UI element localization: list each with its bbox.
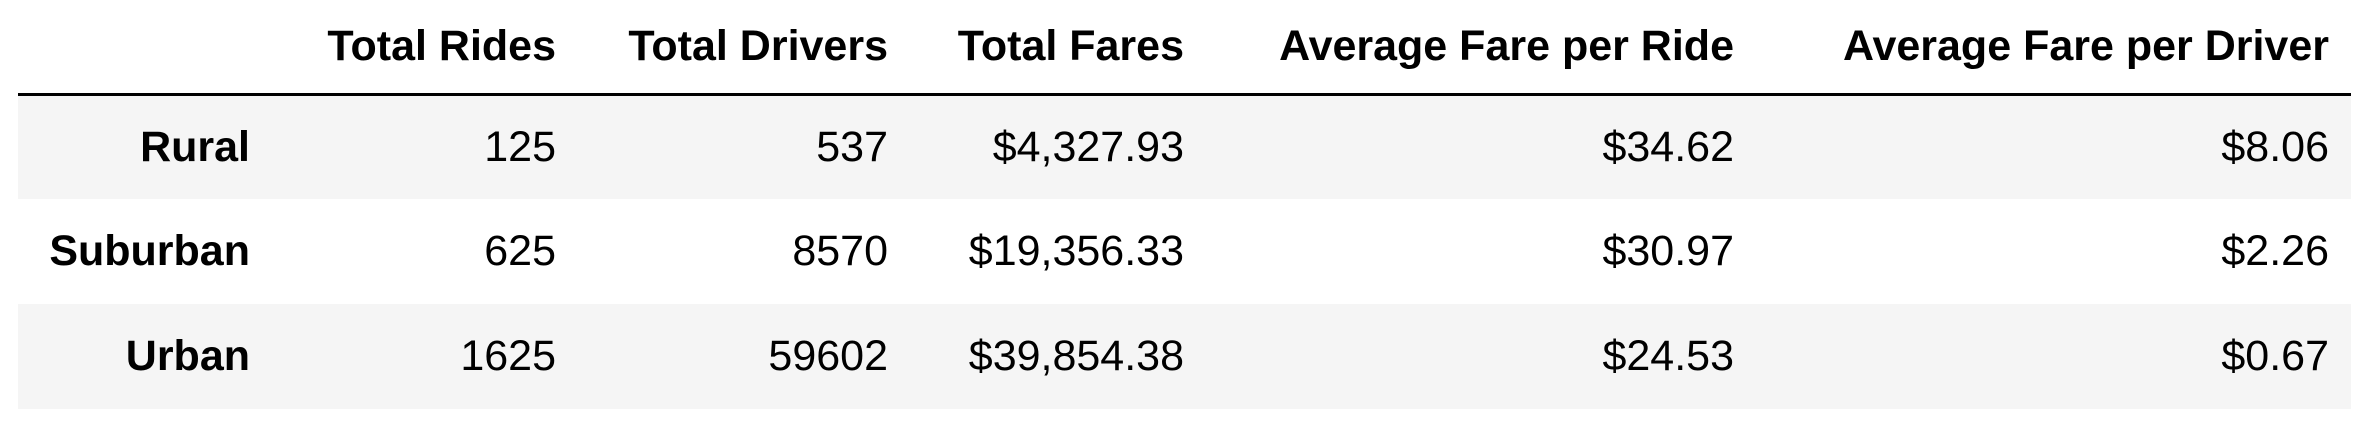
- table-row-rural: Rural 125 537 $4,327.93 $34.62 $8.06: [18, 94, 2351, 199]
- cell-suburban-average-fare-per-ride: $30.97: [1602, 227, 1734, 275]
- cell-urban-total-fares: $39,854.38: [968, 332, 1184, 380]
- index-header-blank: [18, 0, 272, 96]
- header-row: Total Rides Total Drivers Total Fares Av…: [18, 0, 2351, 96]
- cell-rural-average-fare-per-ride: $34.62: [1602, 122, 1734, 171]
- table-header: Total Rides Total Drivers Total Fares Av…: [18, 0, 2351, 96]
- cell-rural-total-rides: 125: [484, 122, 556, 171]
- table-body: Rural 125 537 $4,327.93 $34.62 $8.06 Sub…: [18, 94, 2351, 409]
- cell-urban-total-rides: 1625: [460, 332, 556, 380]
- cell-suburban-total-drivers: 8570: [792, 227, 888, 275]
- cell-suburban-total-fares: $19,356.33: [968, 227, 1184, 275]
- summary-table: Total Rides Total Drivers Total Fares Av…: [18, 0, 2351, 409]
- cell-suburban-total-rides: 625: [484, 227, 556, 275]
- column-header-total-rides: Total Rides: [272, 0, 578, 96]
- row-label-rural: Rural: [140, 122, 250, 171]
- cell-urban-average-fare-per-ride: $24.53: [1602, 332, 1734, 380]
- column-header-average-fare-per-driver: Average Fare per Driver: [1756, 0, 2351, 96]
- cell-rural-total-drivers: 537: [816, 122, 888, 171]
- table-row-urban: Urban 1625 59602 $39,854.38 $24.53 $0.67: [18, 304, 2351, 409]
- table-row-suburban: Suburban 625 8570 $19,356.33 $30.97 $2.2…: [18, 199, 2351, 304]
- row-label-urban: Urban: [125, 332, 250, 380]
- column-header-total-drivers: Total Drivers: [578, 0, 910, 96]
- cell-rural-average-fare-per-driver: $8.06: [2221, 122, 2329, 171]
- cell-urban-total-drivers: 59602: [768, 332, 888, 380]
- cell-suburban-average-fare-per-driver: $2.26: [2221, 227, 2329, 275]
- cell-rural-total-fares: $4,327.93: [992, 122, 1184, 171]
- column-header-total-fares: Total Fares: [910, 0, 1206, 96]
- cell-urban-average-fare-per-driver: $0.67: [2221, 332, 2329, 380]
- column-header-average-fare-per-ride: Average Fare per Ride: [1206, 0, 1756, 96]
- row-label-suburban: Suburban: [49, 227, 250, 275]
